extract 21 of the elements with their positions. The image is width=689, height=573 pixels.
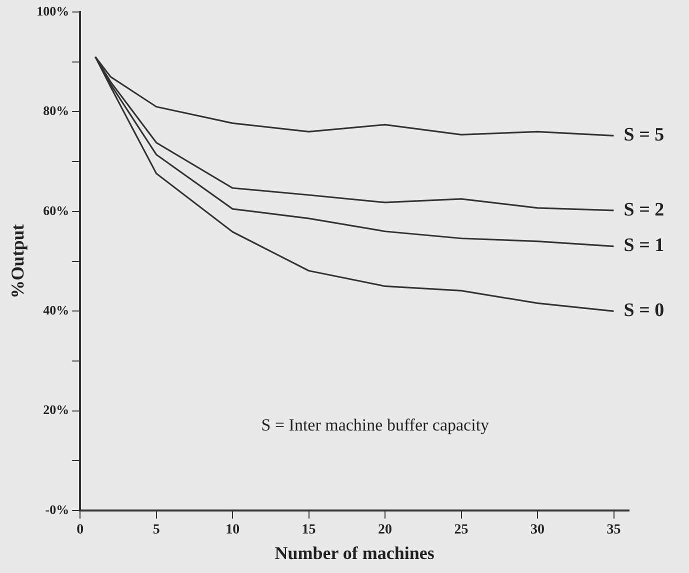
x-tick-label: 10 [226, 522, 240, 538]
y-tick-label: 40% [43, 302, 70, 318]
x-tick-label: 25 [454, 522, 468, 538]
annotation: S = Inter machine buffer capacity [261, 415, 490, 434]
series-label: S = 1 [624, 235, 664, 256]
x-axis-title: Number of machines [274, 542, 434, 563]
series-label: S = 5 [624, 124, 664, 146]
x-tick-label: 0 [76, 522, 84, 538]
y-tick-label: -0% [45, 502, 70, 517]
y-tick-label: 60% [43, 202, 70, 218]
y-tick-label: 20% [43, 402, 70, 418]
series-label: S = 2 [624, 199, 664, 220]
x-tick-label: 5 [152, 522, 160, 538]
y-axis-title: %Output [7, 224, 28, 298]
x-tick-label: 20 [378, 522, 392, 538]
y-tick-label: 80% [43, 103, 70, 118]
x-tick-label: 30 [530, 522, 545, 538]
x-tick-label: 15 [302, 522, 316, 538]
series-label: S = 0 [624, 300, 664, 322]
x-tick-label: 35 [606, 522, 621, 538]
y-tick-label: 100% [36, 3, 70, 18]
